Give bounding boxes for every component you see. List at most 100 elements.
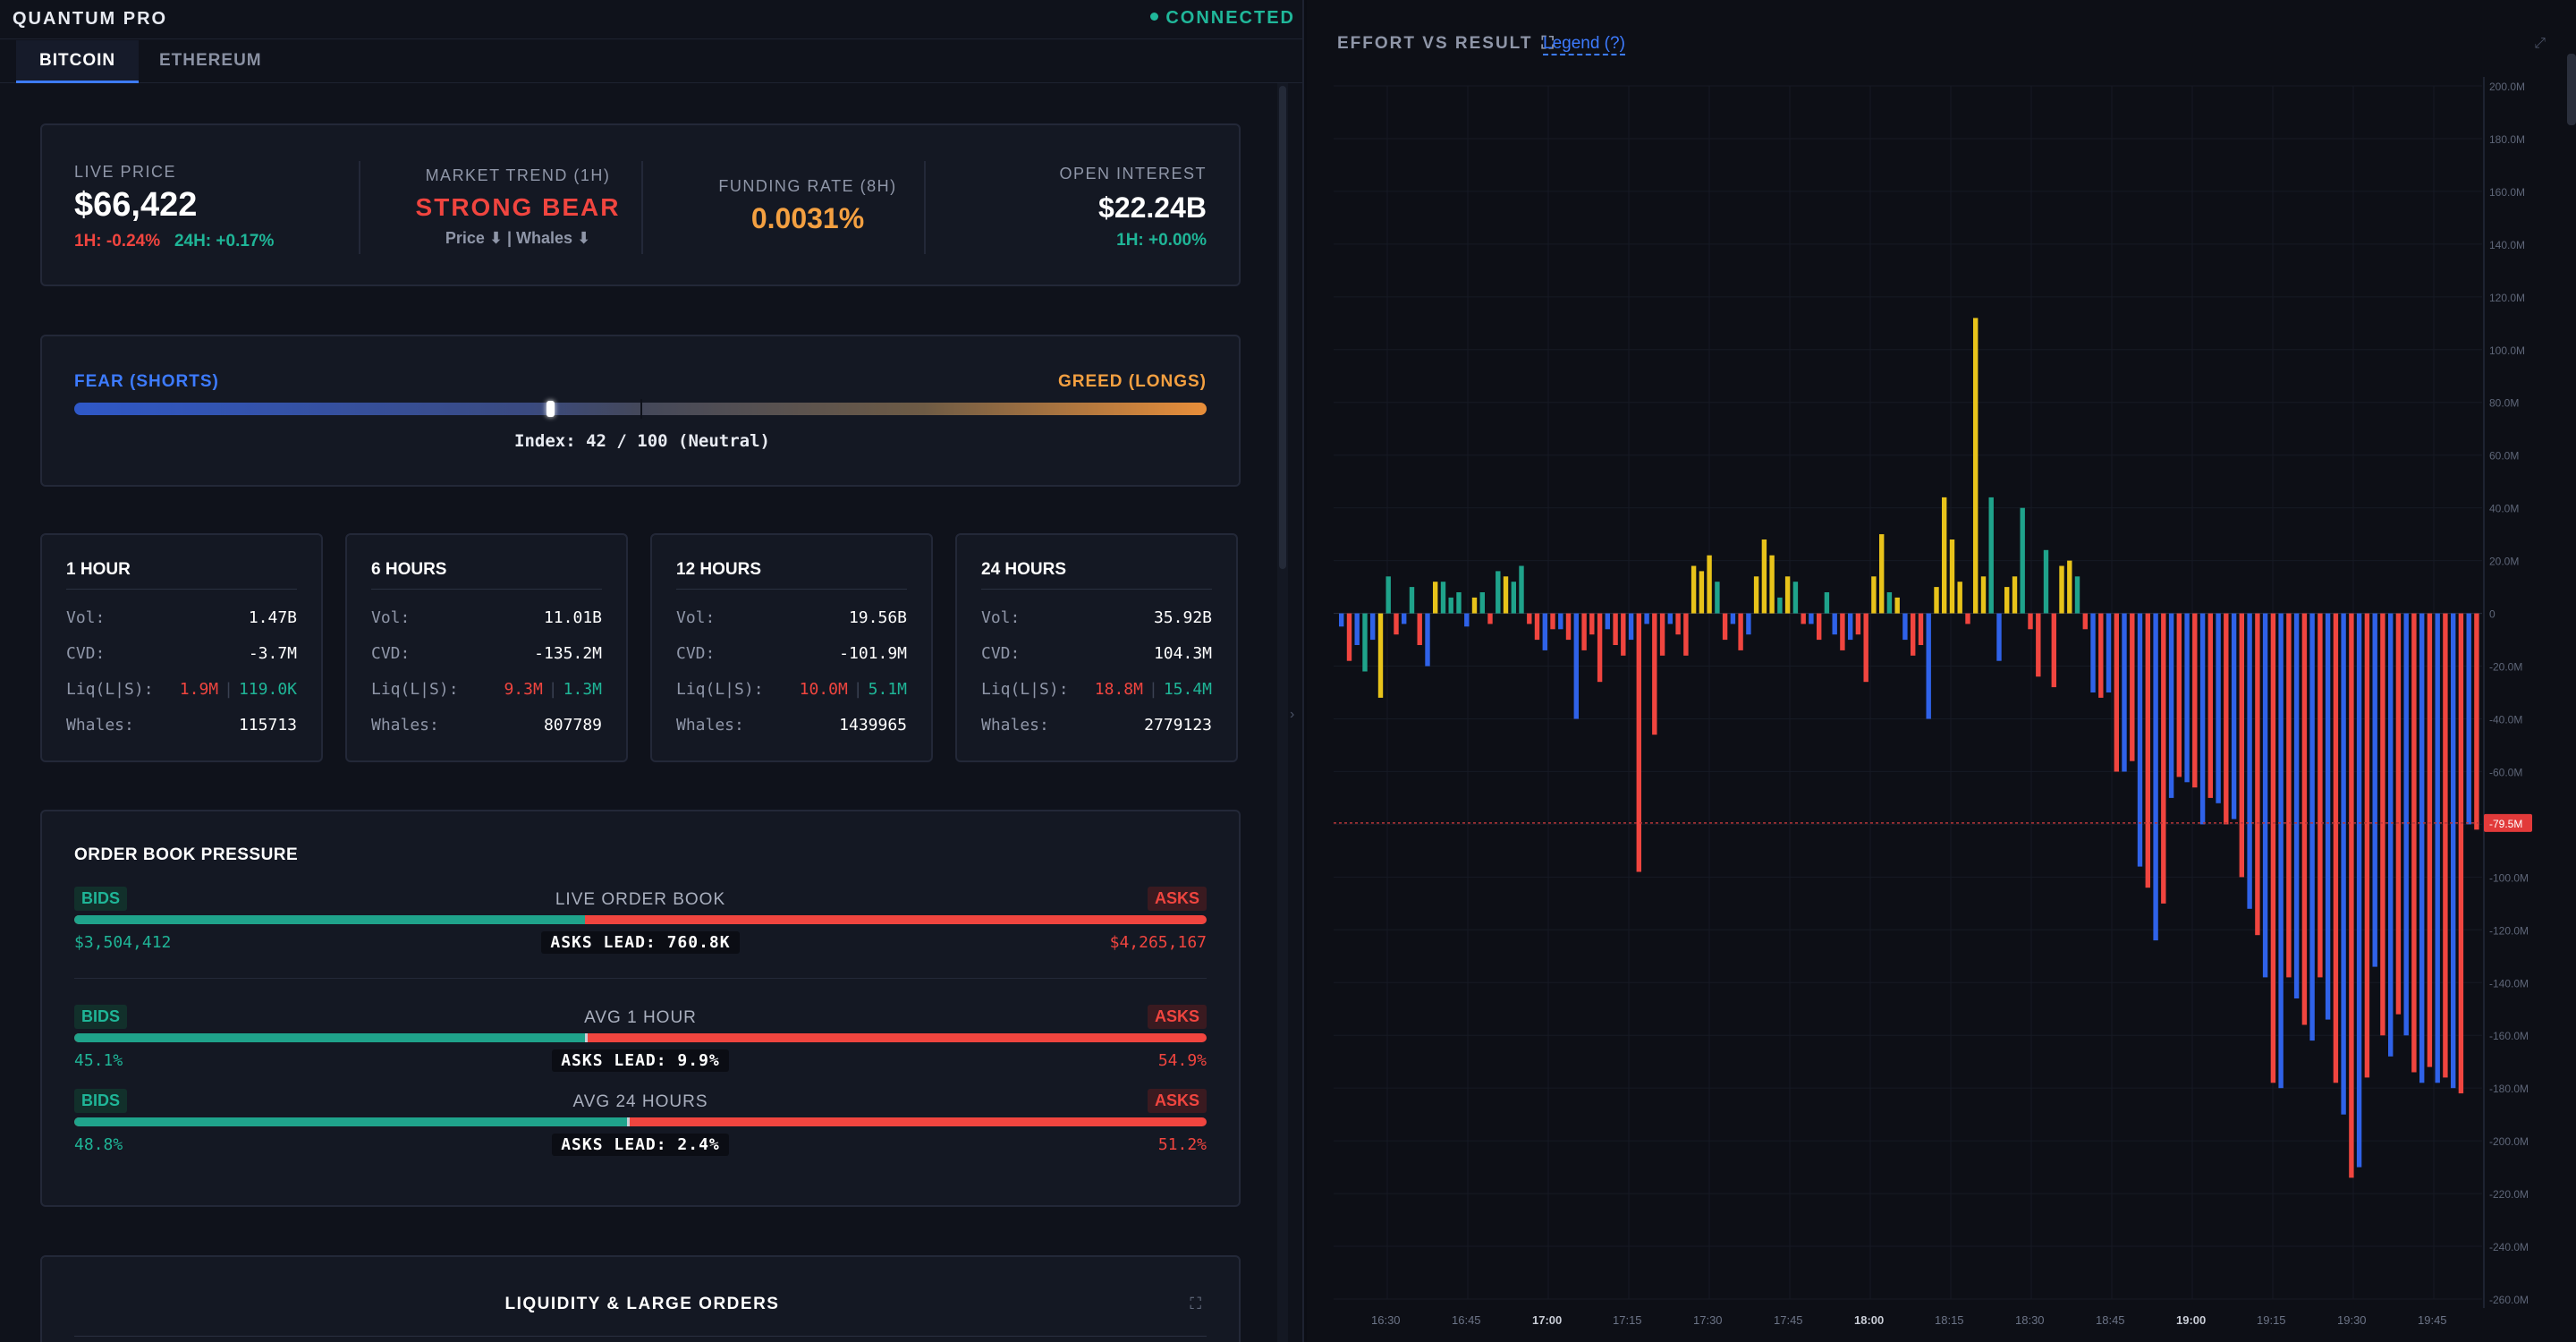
- chart-bar: [1683, 613, 1689, 656]
- window-title: 1 HOUR: [66, 560, 131, 579]
- chart-bar: [2318, 613, 2323, 978]
- whales-value: 1439965: [839, 716, 907, 735]
- chart-bar: [2349, 613, 2354, 1178]
- chart-bar: [2199, 613, 2206, 825]
- chart-bar: [1784, 576, 1791, 614]
- chart-bar: [2466, 613, 2471, 825]
- y-tick-label: 200.0M: [2489, 81, 2525, 93]
- expand-corner-icon[interactable]: ⤢: [2534, 36, 2546, 51]
- divider: [66, 589, 297, 590]
- scrollbar-thumb[interactable]: [1279, 86, 1286, 569]
- order-book-section: BIDS AVG 1 HOUR ASKS 45.1% ASKS LEAD: 9.…: [74, 1005, 1207, 1076]
- liq-short: 15.4M: [1163, 680, 1212, 699]
- cvd-value: -3.7M: [248, 644, 297, 663]
- x-tick-label: 18:15: [1935, 1313, 1964, 1327]
- chart-bar: [1409, 587, 1415, 614]
- chart-bar: [2427, 613, 2433, 1067]
- whales-label: Whales:: [676, 716, 744, 735]
- chart-bar: [1801, 613, 1806, 624]
- price-marker-label: -79.5M: [2489, 818, 2522, 830]
- chart-bar: [1746, 613, 1751, 635]
- chart-title-text: EFFORT VS RESULT: [1337, 34, 1533, 53]
- chart-bar: [2192, 613, 2198, 788]
- vol-row: Vol: 11.01B: [371, 608, 602, 630]
- vol-row: Vol: 35.92B: [981, 608, 1212, 630]
- fullscreen-icon[interactable]: ⛶: [1541, 34, 1555, 53]
- legend-link[interactable]: Legend (?): [1543, 34, 1625, 55]
- bid-value: 48.8%: [74, 1135, 123, 1154]
- whales-row: Whales: 2779123: [981, 716, 1212, 737]
- y-tick-label: -200.0M: [2489, 1135, 2529, 1148]
- chart-bar: [1902, 613, 1908, 641]
- chart-bar: [1597, 613, 1603, 683]
- whales-row: Whales: 115713: [66, 716, 297, 737]
- liq-value: 10.0M | 5.1M: [800, 680, 907, 699]
- chart-bar: [1503, 576, 1509, 614]
- chart-bar: [1949, 539, 1955, 614]
- open-interest-change: 1H: +0.00%: [1116, 231, 1207, 250]
- chart-bar: [2130, 613, 2135, 761]
- liq-row: Liq(L|S): 9.3M | 1.3M: [371, 680, 602, 701]
- open-interest-label: OPEN INTEREST: [1059, 165, 1207, 183]
- expand-icon[interactable]: ⛶: [1190, 1295, 1201, 1312]
- chart-bar: [1542, 613, 1547, 650]
- liq-sep: |: [852, 680, 863, 699]
- y-tick-label: -160.0M: [2489, 1030, 2529, 1042]
- liq-long: 9.3M: [504, 680, 543, 699]
- vol-value: 1.47B: [248, 608, 297, 627]
- chart-bar: [1848, 613, 1853, 641]
- fear-greed-card: FEAR (SHORTS) GREED (LONGS) Index: 42 / …: [40, 335, 1241, 487]
- y-tick-label: -260.0M: [2489, 1294, 2529, 1306]
- tab-bitcoin[interactable]: BITCOIN: [16, 40, 140, 83]
- chart-bar: [2216, 613, 2221, 803]
- cvd-label: CVD:: [676, 644, 716, 663]
- divider: [74, 978, 1207, 979]
- cvd-row: CVD: -101.9M: [676, 644, 907, 666]
- order-book-title: ORDER BOOK PRESSURE: [74, 845, 299, 864]
- lead-badge: ASKS LEAD: 2.4%: [74, 1134, 1207, 1156]
- chart-bar: [2364, 613, 2370, 1078]
- chart-bar: [2262, 613, 2268, 978]
- chart-bar: [1777, 597, 1783, 614]
- chart-bar: [1824, 592, 1830, 614]
- tab-ethereum[interactable]: ETHEREUM: [159, 51, 262, 70]
- window-card-0: 1 HOUR Vol: 1.47B CVD: -3.7M Liq(L|S): 1.9M…: [40, 533, 323, 762]
- lead-badge: ASKS LEAD: 760.8K: [74, 931, 1207, 954]
- chart-bar: [2419, 613, 2425, 1083]
- ask-value: $4,265,167: [1109, 933, 1207, 952]
- connection-status: CONNECTED: [1150, 8, 1295, 29]
- chart-bar: [1339, 613, 1344, 627]
- chart-bar: [2114, 613, 2119, 772]
- chart-bar: [2028, 613, 2033, 630]
- liq-long: 10.0M: [799, 680, 848, 699]
- chart-bar: [1511, 582, 1516, 614]
- chart-bar: [2325, 613, 2331, 1020]
- chart-bar: [2388, 613, 2394, 1057]
- chart-bar: [2403, 613, 2409, 1036]
- chart-bar: [1690, 565, 1697, 614]
- chart-bar: [1957, 582, 1962, 614]
- y-tick-label: 160.0M: [2489, 186, 2525, 199]
- bid-value: 45.1%: [74, 1051, 123, 1070]
- chart-bar: [2411, 613, 2417, 1073]
- chart-bar: [1425, 613, 1430, 667]
- asks-tag: ASKS: [1147, 1005, 1207, 1029]
- divider: [359, 161, 360, 254]
- cvd-label: CVD:: [66, 644, 106, 663]
- lead-text: ASKS LEAD: 9.9%: [552, 1049, 729, 1072]
- chart-bar: [2255, 613, 2260, 936]
- collapse-panel-icon[interactable]: ›: [1290, 707, 1295, 722]
- chart-bar: [2098, 613, 2104, 698]
- liquidity-card: LIQUIDITY & LARGE ORDERS ⛶: [40, 1255, 1241, 1342]
- chart-bar: [2278, 613, 2284, 1089]
- chart-bar: [1667, 613, 1673, 624]
- vol-label: Vol:: [66, 608, 106, 627]
- y-tick-label: 0: [2489, 608, 2496, 621]
- top-bar: QUANTUM PRO CONNECTED: [0, 0, 1302, 39]
- chart-bar: [1448, 597, 1453, 614]
- ask-value: 51.2%: [1157, 1135, 1207, 1154]
- chart-bar: [1918, 613, 1924, 645]
- chart-scrollbar[interactable]: [2567, 54, 2576, 125]
- liq-label: Liq(L|S):: [371, 680, 459, 699]
- chart-bar: [2341, 613, 2346, 1115]
